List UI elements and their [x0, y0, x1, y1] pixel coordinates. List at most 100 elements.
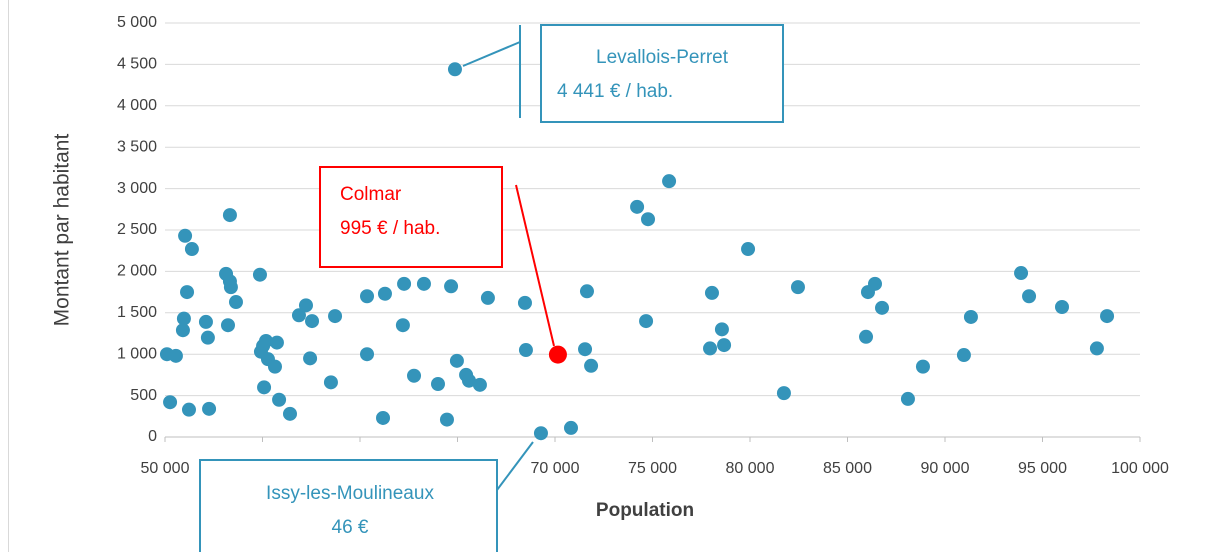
- point: [717, 338, 732, 353]
- annotation-box: [540, 24, 784, 123]
- point: [303, 351, 318, 366]
- point: [377, 286, 392, 301]
- point: [223, 280, 238, 295]
- point: [704, 285, 719, 300]
- point: [198, 314, 213, 329]
- point: [1089, 341, 1104, 356]
- point: [1055, 300, 1069, 315]
- point: [220, 318, 235, 333]
- y-tick-label: 500: [130, 387, 157, 404]
- x-tick-label: 95 000: [1018, 460, 1067, 477]
- point: [259, 333, 274, 348]
- y-tick-label: 5 000: [117, 14, 157, 31]
- point: [305, 314, 320, 329]
- point: [181, 402, 196, 417]
- point: [578, 342, 593, 357]
- y-axis-label: Montant par habitant: [51, 134, 74, 327]
- annotation-title: Levallois-Perret: [596, 47, 729, 68]
- point: [323, 375, 338, 390]
- point: [163, 395, 178, 410]
- annotation-text: 46 €: [332, 517, 369, 538]
- callout-line: [515, 184, 555, 347]
- point: [439, 412, 454, 427]
- point: [472, 377, 487, 392]
- point: [859, 329, 874, 344]
- point: [282, 406, 297, 421]
- x-tick-label: 80 000: [726, 460, 775, 477]
- point: [360, 289, 375, 304]
- callout-line: [496, 441, 534, 491]
- point: [395, 318, 410, 333]
- point: [178, 228, 193, 243]
- y-tick-label: 1 000: [117, 345, 157, 362]
- point: [579, 284, 594, 299]
- point: [548, 345, 567, 364]
- x-tick-label: 85 000: [823, 460, 872, 477]
- point: [444, 279, 459, 294]
- point: [416, 276, 431, 291]
- annotation-text: 995 € / hab.: [340, 218, 440, 239]
- point: [703, 341, 718, 356]
- point: [397, 276, 412, 291]
- y-tick-label: 3 000: [117, 180, 157, 197]
- point: [407, 368, 422, 383]
- point: [184, 242, 199, 257]
- point: [202, 401, 217, 416]
- point: [641, 212, 656, 227]
- point: [267, 359, 282, 374]
- point: [272, 392, 287, 407]
- x-tick-label: 50 000: [141, 460, 190, 477]
- point: [956, 348, 971, 363]
- point: [662, 174, 677, 189]
- point: [462, 373, 477, 388]
- point: [228, 295, 243, 310]
- point: [776, 386, 791, 401]
- x-axis-label: Population: [596, 500, 694, 521]
- point: [518, 343, 533, 358]
- point: [900, 391, 915, 406]
- point: [480, 290, 495, 305]
- y-tick-label: 2 000: [117, 263, 157, 280]
- point: [790, 280, 805, 295]
- annotation-title: Issy-les-Moulineaux: [266, 483, 434, 504]
- point: [963, 309, 978, 324]
- point: [1022, 289, 1037, 304]
- point: [714, 322, 729, 337]
- annotation-text: 4 441 € / hab.: [557, 81, 673, 102]
- x-tick-label: 90 000: [921, 460, 970, 477]
- point: [875, 300, 890, 315]
- x-tick-label: 100 000: [1111, 460, 1169, 477]
- x-tick-label: 75 000: [628, 460, 677, 477]
- point: [741, 242, 756, 257]
- point: [257, 380, 272, 395]
- point: [168, 348, 183, 363]
- point: [269, 335, 284, 350]
- y-tick-label: 3 500: [117, 138, 157, 155]
- x-tick-label: 70 000: [531, 460, 580, 477]
- point: [630, 199, 645, 214]
- annotation-box: [319, 166, 503, 268]
- point: [376, 410, 391, 425]
- point: [222, 208, 237, 223]
- point: [533, 426, 548, 441]
- point: [175, 323, 190, 338]
- y-tick-label: 0: [148, 428, 157, 445]
- callout-line: [462, 41, 521, 67]
- point: [180, 285, 195, 300]
- point: [447, 62, 462, 77]
- y-tick-label: 4 500: [117, 56, 157, 73]
- point: [867, 276, 882, 291]
- point: [176, 311, 191, 326]
- point: [584, 358, 599, 373]
- point: [200, 330, 215, 345]
- annotation-title: Colmar: [340, 184, 402, 205]
- point: [328, 309, 343, 324]
- point: [360, 347, 375, 362]
- point: [291, 308, 306, 323]
- point: [517, 295, 532, 310]
- point: [563, 420, 578, 435]
- point: [431, 377, 445, 392]
- point: [639, 314, 654, 329]
- point: [915, 359, 930, 374]
